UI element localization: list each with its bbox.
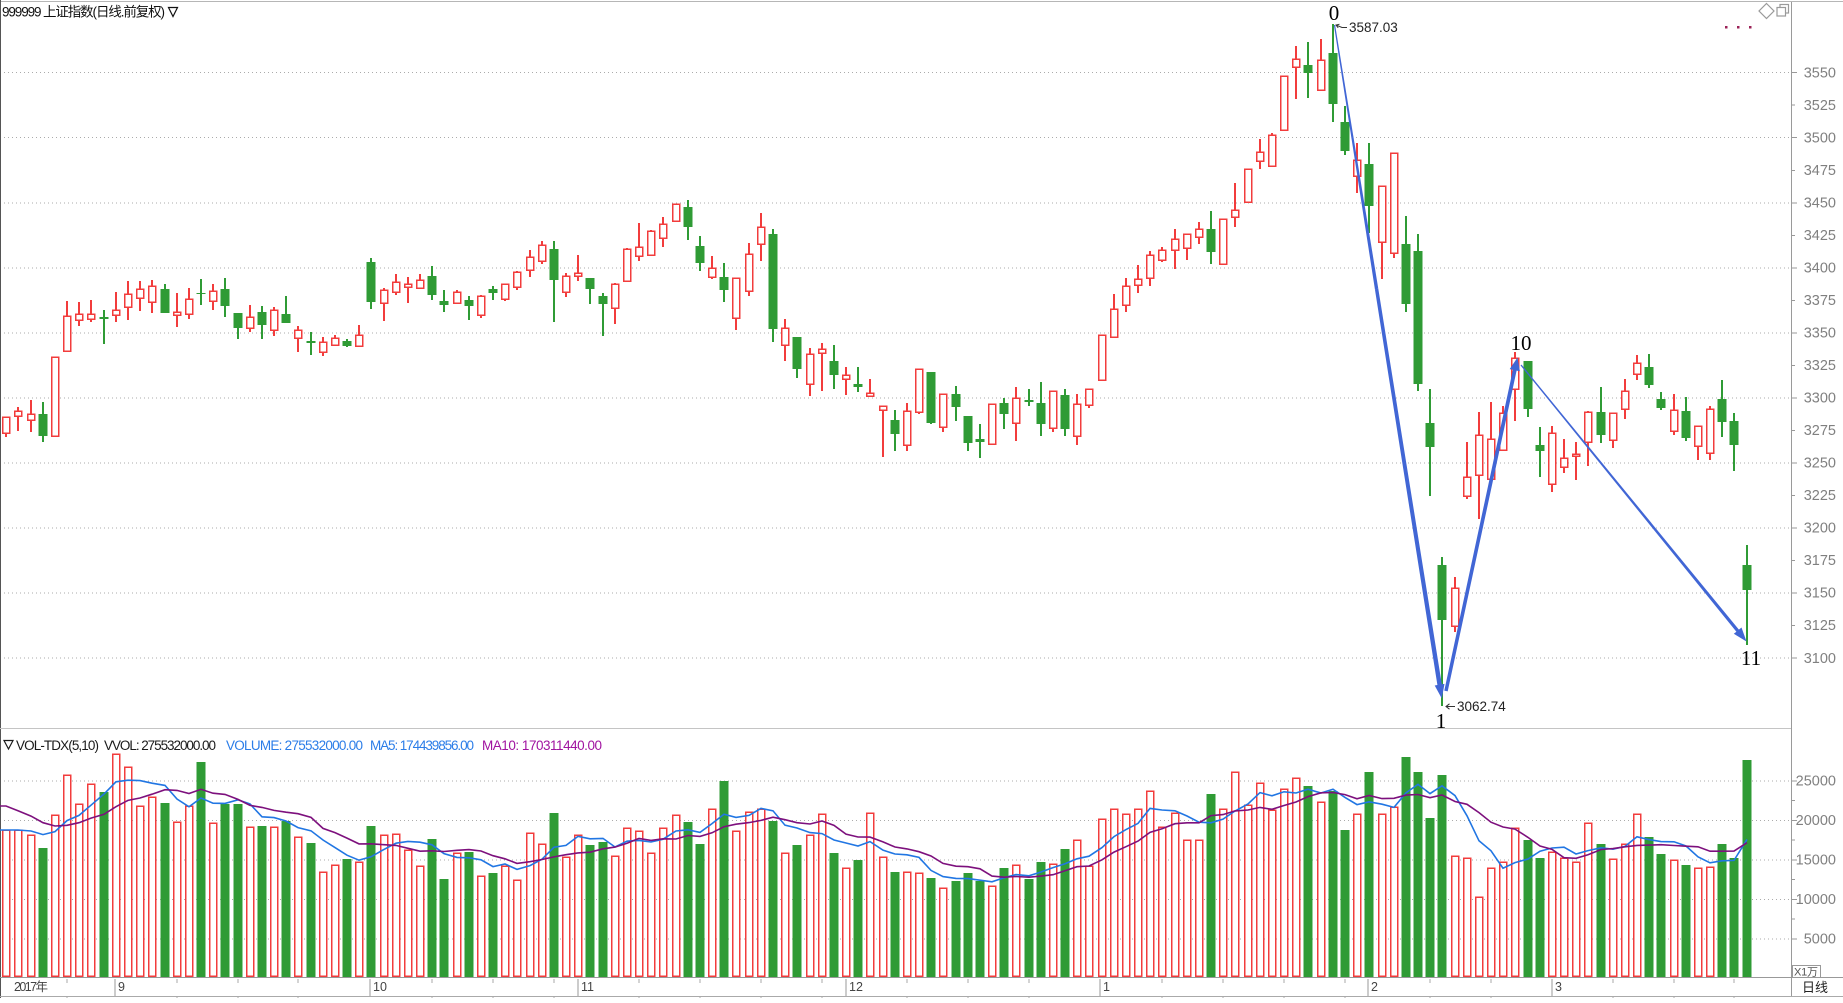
svg-text:1: 1	[1103, 980, 1110, 994]
svg-text:3475: 3475	[1804, 163, 1836, 179]
svg-text:10: 10	[1511, 331, 1532, 355]
svg-text:12: 12	[849, 980, 863, 994]
svg-text:3: 3	[1555, 980, 1562, 994]
svg-text:3175: 3175	[1804, 553, 1836, 569]
svg-text:10000: 10000	[1796, 892, 1836, 908]
svg-text:2017年: 2017年	[14, 980, 48, 994]
svg-text:3587.03: 3587.03	[1349, 20, 1398, 35]
svg-text:3100: 3100	[1804, 651, 1836, 667]
svg-text:0: 0	[1329, 1, 1340, 25]
svg-text:15000: 15000	[1796, 853, 1836, 869]
svg-text:3225: 3225	[1804, 488, 1836, 504]
svg-text:3450: 3450	[1804, 196, 1836, 212]
svg-text:999999 上证指数(日线.前复权): 999999 上证指数(日线.前复权)	[2, 4, 165, 20]
svg-text:3325: 3325	[1804, 358, 1836, 374]
svg-text:VOLUME: 275532000.00: VOLUME: 275532000.00	[226, 738, 363, 753]
svg-text:X1万: X1万	[1794, 966, 1818, 978]
svg-text:MA10: 170311440.00: MA10: 170311440.00	[482, 738, 602, 753]
svg-text:3425: 3425	[1804, 228, 1836, 244]
svg-text:3525: 3525	[1804, 98, 1836, 114]
svg-text:25000: 25000	[1796, 774, 1836, 790]
svg-text:3275: 3275	[1804, 423, 1836, 439]
svg-text:3500: 3500	[1804, 130, 1836, 146]
svg-text:1: 1	[1436, 709, 1447, 733]
svg-text:VOL-TDX(5,10): VOL-TDX(5,10)	[16, 738, 99, 753]
svg-text:3125: 3125	[1804, 618, 1836, 634]
svg-text:3550: 3550	[1804, 65, 1836, 81]
svg-text:3400: 3400	[1804, 261, 1836, 277]
svg-text:10: 10	[373, 980, 387, 994]
svg-text:3062.74: 3062.74	[1457, 699, 1506, 714]
svg-text:3350: 3350	[1804, 326, 1836, 342]
svg-text:9: 9	[118, 980, 125, 994]
svg-text:11: 11	[1741, 646, 1761, 670]
svg-text:日线: 日线	[1802, 980, 1828, 995]
svg-text:3300: 3300	[1804, 391, 1836, 407]
svg-text:20000: 20000	[1796, 813, 1836, 829]
svg-text:2: 2	[1371, 980, 1378, 994]
svg-text:3250: 3250	[1804, 456, 1836, 472]
svg-text:3150: 3150	[1804, 586, 1836, 602]
svg-text:3375: 3375	[1804, 293, 1836, 309]
svg-text:MA5: 174439856.00: MA5: 174439856.00	[370, 738, 474, 753]
svg-text:11: 11	[581, 980, 594, 994]
svg-text:5000: 5000	[1804, 932, 1836, 948]
svg-text:VVOL: 275532000.00: VVOL: 275532000.00	[104, 738, 216, 753]
svg-text:3200: 3200	[1804, 521, 1836, 537]
